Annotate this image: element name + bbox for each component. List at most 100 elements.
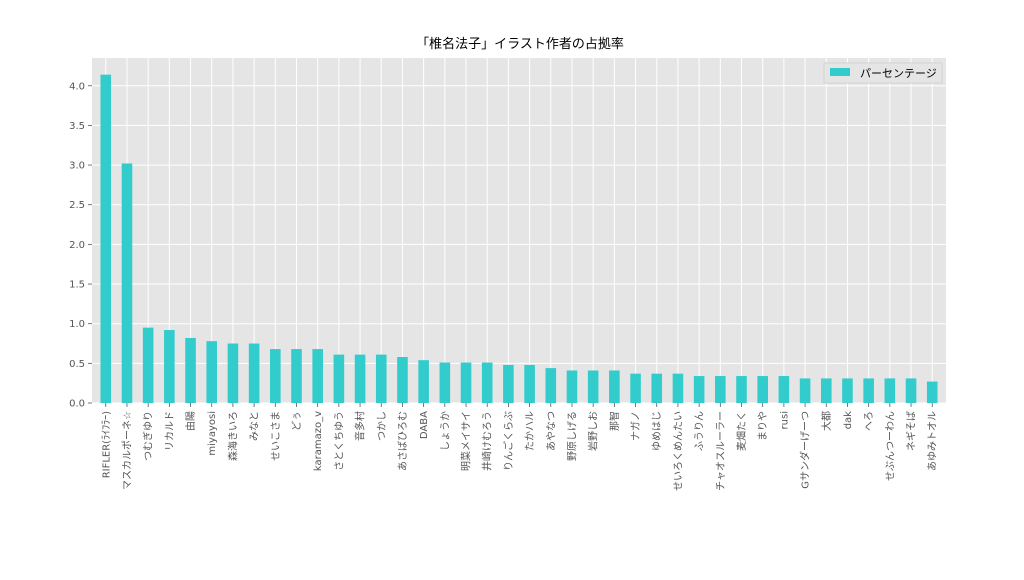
x-tick-label: チャオスルーラー: [715, 411, 727, 491]
x-tick-label: 大都: [820, 411, 833, 431]
y-axis-ticks: 0.0 0.5 1.0 1.5 2.0 2.5 3.0 3.5 4.0: [69, 81, 92, 410]
bar: [672, 373, 684, 403]
bar: [481, 362, 493, 403]
x-axis-ticks: RIFLER(ﾗｲﾌﾗｰ) マスカルポーネ☆ つむぎゆり リカルド 由陽 miyayosi…: [101, 403, 939, 491]
bar: [820, 378, 832, 403]
x-tick-label: さとくちゆう: [333, 411, 345, 471]
bar: [248, 343, 260, 403]
x-tick-label: つむぎゆり: [142, 411, 155, 461]
legend-swatch: [830, 68, 850, 76]
legend-box: [823, 62, 943, 84]
bar: [397, 357, 408, 403]
x-tick-label: まりや: [757, 411, 769, 441]
x-tick-label: rusi: [779, 411, 790, 429]
bar: [651, 373, 663, 403]
x-tick-label: せいこさま: [270, 411, 282, 461]
x-tick-label: ゆめはじ: [651, 411, 663, 451]
legend-label: パーセンテージ: [860, 67, 937, 80]
x-tick-label: dak: [843, 411, 854, 429]
bar: [863, 378, 874, 403]
x-tick-label: RIFLER(ﾗｲﾌﾗｰ): [101, 411, 112, 478]
x-tick-label: しょうか: [439, 411, 451, 451]
x-tick-label: ネギそば: [906, 411, 918, 451]
bar: [905, 378, 917, 403]
x-tick-label: へろ: [864, 411, 875, 431]
x-tick-label: Gサンダーげーつ: [799, 411, 812, 489]
x-tick-label: ふうりん: [694, 411, 706, 451]
bar: [736, 376, 747, 403]
x-tick-label: リカルド: [164, 411, 176, 451]
x-tick-label: karamazo_v: [313, 411, 324, 471]
bar: [842, 378, 853, 403]
bar: [926, 381, 938, 403]
bar: [333, 354, 345, 403]
bar: [418, 360, 429, 403]
y-tick-label: 1.5: [69, 280, 85, 291]
bar: [503, 364, 514, 403]
bar: [100, 74, 112, 403]
x-tick-label: 由陽: [184, 411, 197, 431]
bar: [142, 327, 154, 403]
x-tick-label: DABA: [419, 411, 430, 439]
bar: [185, 337, 196, 403]
chart-title: 「椎名法子」イラスト作者の占拠率: [416, 36, 624, 52]
bar: [715, 376, 726, 403]
bar: [270, 349, 281, 403]
x-tick-label: せいろくめんたい: [672, 411, 684, 491]
x-tick-label: 井崎けむろう: [481, 411, 494, 471]
x-tick-label: 那智: [608, 411, 621, 431]
y-tick-label: 0.5: [69, 359, 85, 370]
bar: [164, 330, 175, 403]
bar: [439, 362, 451, 403]
x-tick-label: 麦畑たく: [735, 411, 748, 451]
bar: [121, 163, 133, 403]
x-tick-label: あやなつ: [545, 411, 557, 451]
x-tick-label: 岩野しお: [587, 411, 600, 451]
y-tick-label: 3.0: [69, 161, 85, 172]
bar: [291, 349, 302, 403]
y-tick-label: 4.0: [69, 81, 85, 92]
y-tick-label: 1.0: [69, 319, 85, 330]
x-tick-label: みなと: [249, 411, 261, 441]
x-tick-label: 森海きいろ: [226, 411, 239, 461]
x-tick-label: 明菜メイサイ: [461, 411, 473, 471]
legend: パーセンテージ: [823, 62, 943, 84]
bar: [524, 364, 535, 403]
x-tick-label: あゆみトオル: [927, 411, 939, 471]
bar: [609, 370, 620, 403]
x-tick-label: せぶんつーわん: [884, 411, 896, 481]
bar: [354, 354, 366, 403]
x-tick-label: 野原しげる: [566, 411, 578, 461]
y-tick-label: 3.5: [69, 121, 85, 132]
bar: [630, 373, 641, 403]
x-tick-label: ナガノ: [630, 411, 642, 441]
x-tick-label: りんごくらぶ: [502, 411, 515, 471]
bar: [312, 349, 323, 403]
bar: [757, 376, 768, 403]
x-tick-label: 音多村: [354, 411, 367, 441]
y-tick-label: 0.0: [69, 399, 85, 410]
bar: [778, 376, 790, 403]
x-tick-label: マスカルポーネ☆: [121, 411, 133, 490]
x-tick-label: どぅ: [291, 411, 303, 431]
bar: [206, 341, 218, 403]
bar: [587, 370, 599, 403]
x-tick-label: つかし: [376, 411, 388, 441]
bar: [375, 354, 387, 403]
bar: [566, 370, 578, 403]
x-tick-label: あさばひろむ: [397, 411, 409, 471]
bar: [545, 368, 557, 403]
bar: [884, 378, 896, 403]
plot-area: [92, 58, 946, 403]
x-tick-label: たかハル: [524, 411, 536, 451]
y-tick-label: 2.5: [69, 200, 85, 211]
x-tick-label: miyayosi: [207, 411, 218, 456]
y-tick-label: 2.0: [69, 240, 85, 251]
bar: [799, 378, 811, 403]
bar: [693, 376, 705, 403]
bars: [100, 74, 938, 403]
bar: [227, 343, 239, 403]
bar: [460, 362, 472, 403]
